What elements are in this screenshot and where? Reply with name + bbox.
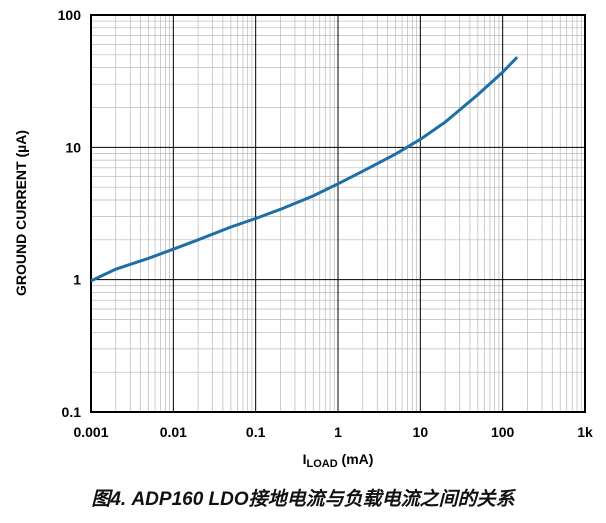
series-line xyxy=(90,56,519,283)
figure-caption: 图4. ADP160 LDO接地电流与负载电流之间的关系 xyxy=(91,489,515,510)
x-tick-label: 1k xyxy=(577,424,593,440)
y-tick-label: 1 xyxy=(73,272,81,288)
x-tick-labels: 0.001 0.01 0.1 1 10 100 1k xyxy=(73,424,593,440)
ground-current-chart: 0.001 0.01 0.1 1 10 100 1k 0.1 1 10 100 ILOAD (mA… xyxy=(13,7,593,470)
x-axis-title-main: I xyxy=(303,451,307,467)
plot-frame xyxy=(90,14,586,413)
y-tick-label: 10 xyxy=(65,139,81,155)
grid-major xyxy=(91,15,585,412)
x-axis-title: ILOAD (mA) xyxy=(303,451,374,470)
x-tick-label: 10 xyxy=(413,424,429,440)
y-axis-title: GROUND CURRENT (µA) xyxy=(13,130,29,296)
y-tick-labels: 0.1 1 10 100 xyxy=(58,7,82,420)
x-tick-label: 0.001 xyxy=(73,424,108,440)
x-tick-label: 0.01 xyxy=(160,424,187,440)
x-tick-label: 0.1 xyxy=(246,424,266,440)
y-tick-label: 0.1 xyxy=(62,404,82,420)
x-tick-label: 1 xyxy=(334,424,342,440)
x-axis-title-unit: (mA) xyxy=(338,451,374,467)
x-axis-title-sub: LOAD xyxy=(306,458,337,470)
x-tick-label: 100 xyxy=(491,424,515,440)
y-tick-label: 100 xyxy=(58,7,82,23)
